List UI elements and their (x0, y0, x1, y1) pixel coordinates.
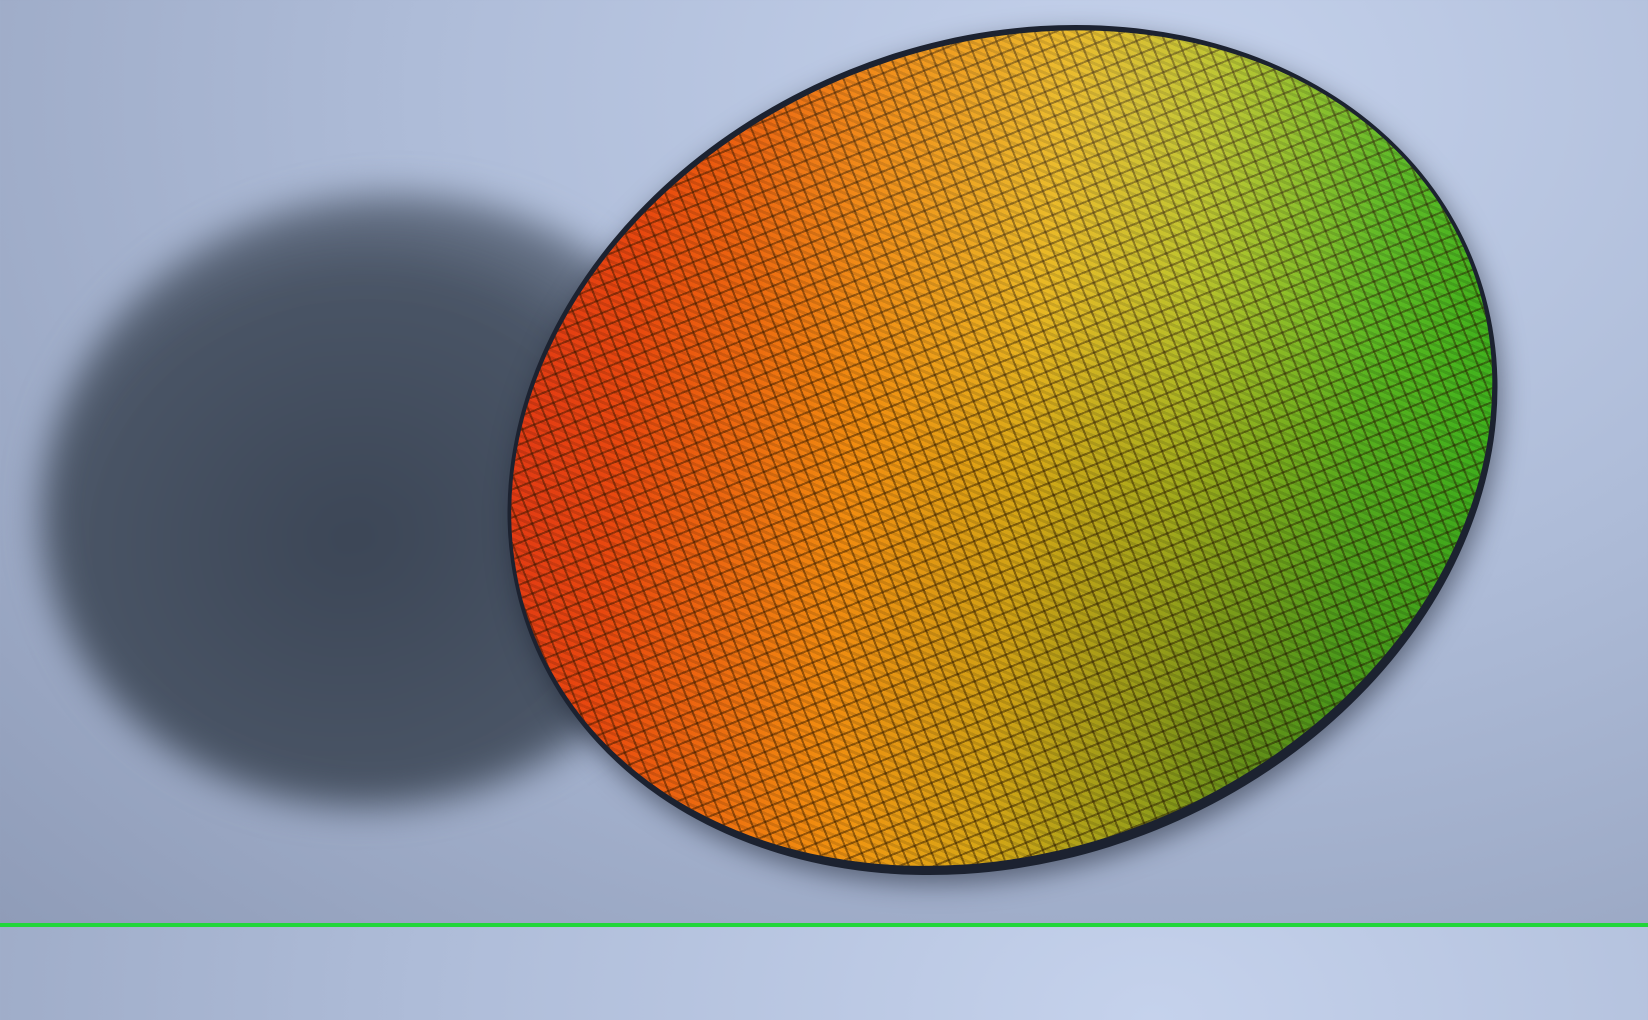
silicon-wafer (378, 0, 1627, 1020)
wafer-sheen (384, 0, 1620, 1010)
bottom-green-line (0, 923, 1648, 927)
wafer-surface (384, 0, 1620, 1010)
